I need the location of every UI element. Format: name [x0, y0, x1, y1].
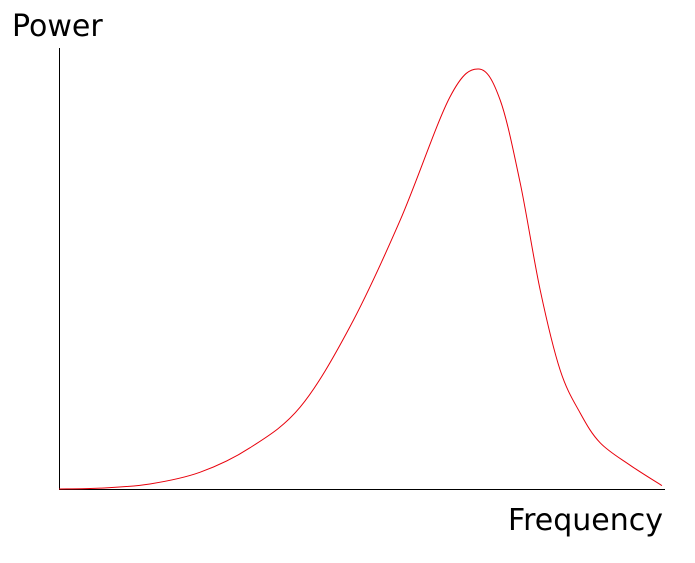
series-line-0	[58, 68, 663, 490]
x-axis-label: Frequency	[508, 503, 663, 538]
y-axis-label: Power	[12, 9, 103, 44]
